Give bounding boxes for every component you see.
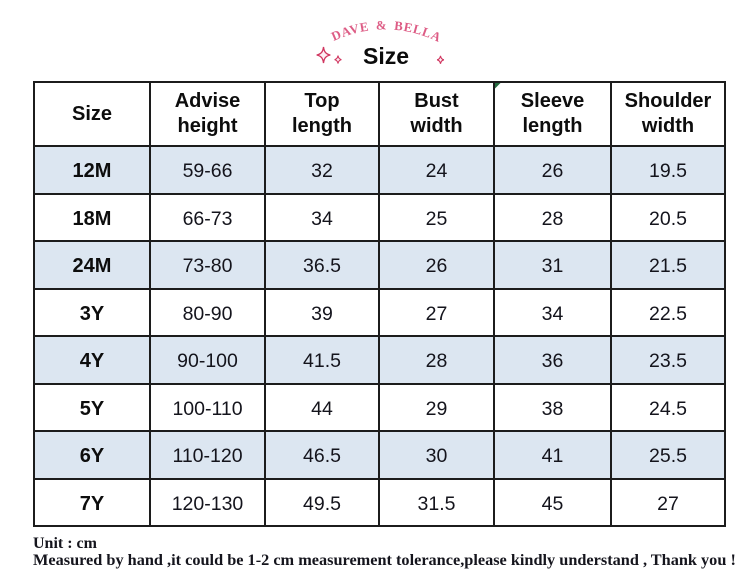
- svg-text:DAVE & BELLA: DAVE & BELLA: [329, 18, 443, 45]
